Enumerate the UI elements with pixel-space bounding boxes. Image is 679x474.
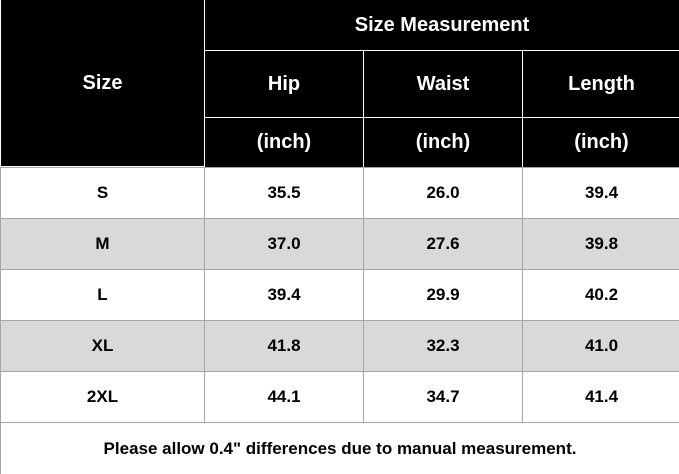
measurement-cell: 39.8 xyxy=(522,218,679,270)
measurement-cell: 27.6 xyxy=(363,218,523,270)
column-unit: (inch) xyxy=(363,117,523,168)
measurement-cell: 41.0 xyxy=(522,320,679,372)
measurement-cell: 41.4 xyxy=(522,371,679,423)
footer-note: Please allow 0.4" differences due to man… xyxy=(0,422,679,474)
measurement-cell: 39.4 xyxy=(204,269,364,321)
size-cell: XL xyxy=(0,320,205,372)
size-cell: 2XL xyxy=(0,371,205,423)
table-title: Size Measurement xyxy=(204,0,679,51)
column-unit: (inch) xyxy=(204,117,364,168)
measurement-cell: 26.0 xyxy=(363,167,523,219)
column-name: Waist xyxy=(363,50,523,118)
measurement-cell: 37.0 xyxy=(204,218,364,270)
measurement-cell: 35.5 xyxy=(204,167,364,219)
column-name: Length xyxy=(522,50,679,118)
measurement-cell: 44.1 xyxy=(204,371,364,423)
column-unit: (inch) xyxy=(522,117,679,168)
measurement-cell: 40.2 xyxy=(522,269,679,321)
size-cell: L xyxy=(0,269,205,321)
measurement-cell: 39.4 xyxy=(522,167,679,219)
measurement-cell: 29.9 xyxy=(363,269,523,321)
size-cell: S xyxy=(0,167,205,219)
measurement-cell: 34.7 xyxy=(363,371,523,423)
measurement-cell: 32.3 xyxy=(363,320,523,372)
measurement-cell: 41.8 xyxy=(204,320,364,372)
size-header: Size xyxy=(0,0,205,167)
size-cell: M xyxy=(0,218,205,270)
column-name: Hip xyxy=(204,50,364,118)
